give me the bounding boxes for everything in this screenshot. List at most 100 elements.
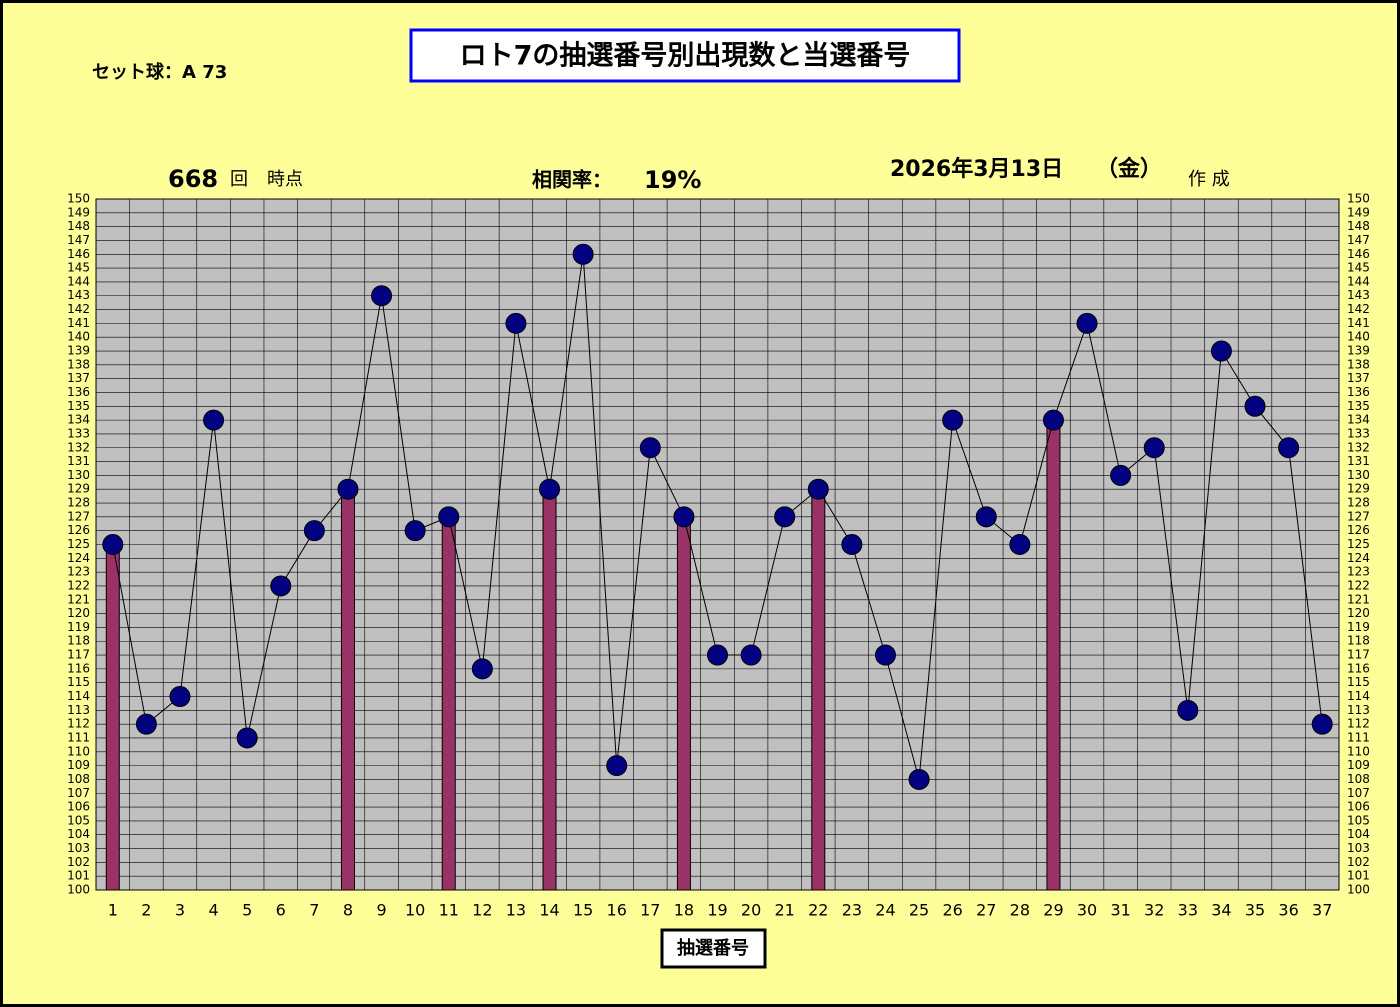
y2-tick-label: 109 <box>1347 758 1370 772</box>
grid <box>96 198 1339 891</box>
bar <box>1046 419 1061 891</box>
point <box>774 506 796 528</box>
bar <box>340 488 355 891</box>
x-tick-label: 13 <box>506 901 526 920</box>
point <box>1009 534 1031 555</box>
y2-tick-label: 135 <box>1347 399 1370 413</box>
y-tick-label: 103 <box>67 841 90 855</box>
y-tick-label: 142 <box>67 302 90 316</box>
y2-tick-label: 132 <box>1347 440 1370 454</box>
y2-tick-label: 130 <box>1347 468 1370 482</box>
y-tick-label: 128 <box>67 496 90 510</box>
y2-tick-label: 102 <box>1347 855 1370 869</box>
y2-tick-label: 134 <box>1347 413 1370 427</box>
y2-tick-label: 116 <box>1347 661 1370 675</box>
weekday: （金） <box>1096 156 1162 182</box>
x-tick-label: 21 <box>775 901 795 920</box>
x-tick-label: 2 <box>141 901 151 920</box>
y-tick-label: 101 <box>67 869 90 883</box>
point <box>135 713 157 735</box>
y2-tick-label: 126 <box>1347 523 1370 537</box>
y2-tick-label: 149 <box>1347 205 1370 219</box>
y2-tick-label: 101 <box>1347 869 1370 883</box>
y2-tick-label: 125 <box>1347 537 1370 551</box>
y-tick-label: 141 <box>67 316 90 330</box>
x-tick-label: 27 <box>976 901 996 920</box>
y2-tick-label: 124 <box>1347 551 1370 565</box>
x-tick-label: 16 <box>607 901 627 920</box>
point <box>673 506 695 528</box>
draw-count: 668 <box>168 165 218 193</box>
point <box>236 727 258 749</box>
point <box>807 478 829 500</box>
x-tick-label: 5 <box>242 901 252 920</box>
y2-tick-label: 111 <box>1347 730 1370 744</box>
point <box>1042 409 1064 431</box>
draw-count-unit: 回 <box>230 169 248 190</box>
x-tick-label: 19 <box>707 901 727 920</box>
x-tick-label: 37 <box>1312 901 1332 920</box>
y2-tick-label: 140 <box>1347 330 1370 344</box>
point <box>740 644 762 666</box>
y2-tick-label: 110 <box>1347 744 1370 758</box>
x-tick-label: 33 <box>1178 901 1198 920</box>
x-tick-label: 1 <box>108 901 118 920</box>
y2-tick-label: 133 <box>1347 426 1370 440</box>
x-tick-label: 35 <box>1245 901 1265 920</box>
y-tick-label: 107 <box>67 786 90 800</box>
draw-count-suffix: 時点 <box>267 169 303 190</box>
y-tick-label: 137 <box>67 371 90 385</box>
point <box>371 285 393 307</box>
y-tick-label: 127 <box>67 509 90 523</box>
y-tick-label: 117 <box>67 648 90 662</box>
x-tick-label: 30 <box>1077 901 1097 920</box>
bar <box>542 488 557 891</box>
y-tick-label: 113 <box>67 703 90 717</box>
x-tick-label: 8 <box>343 901 353 920</box>
point <box>1076 312 1098 334</box>
y2-tick-label: 131 <box>1347 454 1370 468</box>
y-tick-label: 108 <box>67 772 90 786</box>
point <box>942 409 964 431</box>
point <box>438 506 460 528</box>
y2-tick-label: 118 <box>1347 634 1370 648</box>
x-tick-label: 25 <box>909 901 929 920</box>
point <box>1311 713 1333 735</box>
y-tick-label: 112 <box>67 717 90 731</box>
y-tick-label: 123 <box>67 565 90 579</box>
y2-tick-label: 128 <box>1347 496 1370 510</box>
y-tick-label: 150 <box>67 192 90 206</box>
made: 作 成 <box>1188 169 1230 190</box>
x-tick-label: 4 <box>208 901 218 920</box>
y-tick-label: 115 <box>67 675 90 689</box>
y-tick-label: 144 <box>67 274 90 288</box>
y-tick-label: 126 <box>67 523 90 537</box>
y-tick-label: 140 <box>67 330 90 344</box>
y-tick-label: 102 <box>67 855 90 869</box>
x-tick-label: 29 <box>1043 901 1063 920</box>
y-tick-label: 149 <box>67 205 90 219</box>
y2-tick-label: 123 <box>1347 565 1370 579</box>
y-tick-label: 111 <box>67 730 90 744</box>
y-tick-label: 131 <box>67 454 90 468</box>
chart-title: ロト7の抽選番号別出現数と当選番号 <box>460 41 911 72</box>
y-tick-label: 119 <box>67 620 90 634</box>
y-tick-label: 116 <box>67 661 90 675</box>
y2-tick-label: 112 <box>1347 717 1370 731</box>
y-tick-label: 125 <box>67 537 90 551</box>
x-tick-label: 36 <box>1278 901 1298 920</box>
y2-tick-label: 117 <box>1347 648 1370 662</box>
bar <box>441 516 456 891</box>
y2-tick-label: 113 <box>1347 703 1370 717</box>
y-tick-label: 146 <box>67 247 90 261</box>
y2-tick-label: 145 <box>1347 261 1370 275</box>
y-tick-label: 106 <box>67 800 90 814</box>
point <box>874 644 896 666</box>
y-tick-label: 104 <box>67 827 90 841</box>
y-tick-label: 100 <box>67 883 90 897</box>
bar <box>811 488 826 891</box>
y-tick-label: 130 <box>67 468 90 482</box>
point <box>337 478 359 500</box>
x-tick-label: 6 <box>276 901 286 920</box>
